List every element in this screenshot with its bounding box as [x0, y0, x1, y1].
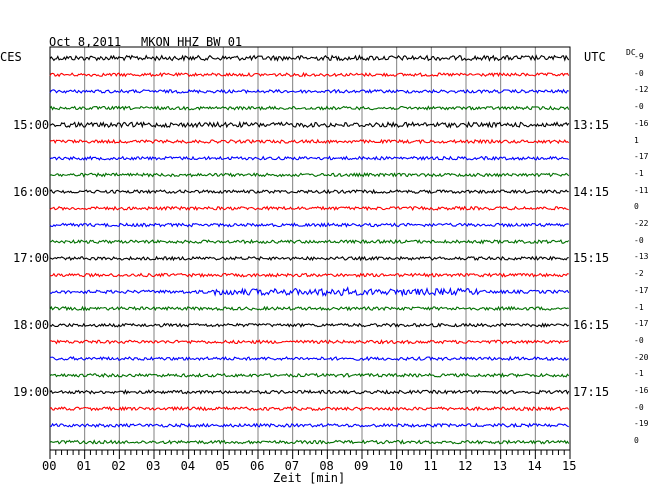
seismogram-trace	[49, 389, 570, 395]
left-time-label: 16:00	[13, 184, 50, 199]
seismogram-trace	[49, 238, 570, 245]
x-tick-label: 09	[354, 459, 369, 473]
x-tick-label: 13	[492, 459, 508, 473]
right-time-label: 17:15	[573, 385, 610, 399]
dc-offset-label: -1	[634, 369, 644, 379]
dc-offset-label: -0	[634, 235, 644, 245]
chart-station: MKON HHZ BW 01	[141, 35, 243, 49]
dc-offset-label: -1	[634, 302, 644, 312]
seismogram-trace	[49, 71, 570, 78]
chart-date: Oct 8,2011	[49, 35, 122, 49]
dc-offset-label: 0	[634, 202, 639, 212]
dc-offset-label: -0	[634, 402, 644, 412]
seismogram-trace	[49, 88, 569, 95]
dc-offset-label: -12	[634, 85, 649, 95]
dc-offset-label: -0	[634, 335, 644, 345]
dc-offset-label: -16	[634, 386, 649, 395]
right-time-label: 15:15	[573, 251, 610, 266]
dc-offset-label: 1	[634, 135, 639, 145]
seismogram-trace	[49, 439, 570, 445]
seismogram-trace	[49, 172, 570, 178]
x-tick-label: 14	[527, 459, 542, 473]
dc-offset-label: -11	[634, 185, 649, 195]
x-axis-label: Zeit [min]	[273, 471, 346, 485]
dc-offset-label: -20	[634, 352, 649, 362]
seismogram-trace	[49, 339, 570, 345]
dc-offset-label: -0	[634, 102, 644, 112]
x-tick-label: 04	[180, 459, 196, 473]
seismogram-trace	[49, 305, 569, 312]
x-tick-label: 07	[284, 459, 300, 473]
dc-offset-label: -1	[634, 168, 644, 178]
seismogram-trace	[49, 120, 570, 129]
x-tick-label: 12	[458, 459, 473, 473]
seismogram-trace	[49, 372, 570, 379]
dc-offset-label: -17	[634, 319, 649, 329]
seismogram-trace	[49, 138, 570, 145]
dc-offset-label: -9	[634, 52, 644, 61]
x-tick-label: 00	[42, 459, 57, 473]
x-tick-label: 06	[250, 459, 265, 473]
x-tick-label: 01	[76, 459, 92, 473]
seismogram-trace	[49, 54, 570, 62]
seismogram-trace	[49, 272, 569, 278]
seismogram-trace	[49, 155, 569, 161]
left-time-label: 19:00	[13, 385, 50, 399]
x-tick-label: 10	[388, 459, 404, 473]
right-time-label: 13:15	[573, 117, 610, 132]
dc-offset-label: 0	[634, 436, 639, 446]
x-tick-label: 11	[423, 459, 438, 473]
x-tick-label: 08	[319, 459, 334, 473]
seismogram-trace	[49, 286, 570, 298]
dc-header-label: DC	[626, 48, 636, 57]
seismogram-trace	[49, 355, 569, 362]
seismogram-trace	[49, 188, 569, 195]
seismogram-trace	[49, 105, 570, 111]
seismogram-trace	[49, 205, 569, 212]
dc-offset-label: -13	[634, 252, 649, 262]
seismogram-trace	[49, 255, 569, 262]
seismogram-trace	[49, 222, 569, 228]
x-tick-label: 05	[215, 459, 230, 473]
right-time-label: 16:15	[573, 318, 610, 333]
dc-offset-label: -2	[634, 269, 644, 279]
dc-offset-label: -17	[634, 152, 649, 162]
dc-offset-label: -19	[634, 419, 649, 429]
seismogram-trace	[49, 422, 569, 429]
seismogram-trace	[49, 322, 569, 329]
x-tick-label: 02	[111, 459, 126, 473]
x-tick-label: 15	[562, 459, 577, 473]
dc-offset-label: -22	[634, 219, 649, 228]
left-time-label: 17:00	[13, 251, 50, 266]
x-tick-label: 03	[146, 459, 161, 473]
left-time-label: 15:00	[13, 117, 50, 132]
dc-offset-label: -0	[634, 68, 644, 78]
left-timezone-label: CES	[0, 50, 22, 64]
right-timezone-label: UTC	[584, 50, 606, 64]
left-time-label: 18:00	[13, 318, 50, 333]
right-time-label: 14:15	[573, 184, 610, 199]
dc-offset-label: -16	[634, 118, 649, 128]
dc-offset-label: -17	[634, 285, 649, 295]
seismogram-trace	[49, 405, 570, 412]
